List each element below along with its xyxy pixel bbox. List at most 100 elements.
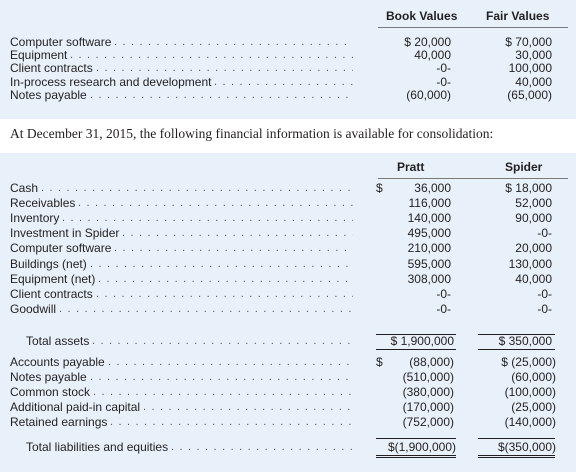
table-row: Total liabilities and equities. . . . . … — [0, 441, 576, 453]
table-row: Equipment. . . . . . . . . . . . . . . .… — [0, 49, 576, 61]
book-value: -0- — [436, 61, 451, 76]
pratt-currency: $ — [376, 355, 383, 369]
spider-value: $ (25,000) — [501, 355, 556, 369]
fair-values-header: Fair Values — [486, 9, 550, 23]
pratt-currency: $ — [376, 181, 383, 195]
book-value: 40,000 — [414, 48, 451, 63]
spider-value: (25,000) — [511, 400, 556, 415]
dot-leader: . . . . . . . . . . . . . . . . . . . . … — [110, 416, 353, 429]
spider-value: -0- — [537, 226, 552, 241]
row-label: Total assets — [26, 334, 90, 348]
fair-value-panel — [0, 0, 576, 119]
pratt-total-assets: $ 1,900,000 — [390, 334, 454, 348]
table-row: Additional paid-in capital. . . . . . . … — [0, 401, 576, 413]
book-value: (60,000) — [406, 87, 451, 102]
row-label: Goodwill — [10, 301, 57, 316]
table-row: Common stock. . . . . . . . . . . . . . … — [0, 386, 576, 398]
row-label: Accounts payable — [10, 355, 105, 369]
pratt-total-underline — [376, 349, 456, 350]
row-label: Total liabilities and equities — [26, 440, 169, 454]
consolidation-panel — [0, 153, 576, 472]
row-label: Notes payable — [10, 87, 87, 102]
book-value: $ 20,000 — [404, 35, 451, 49]
dot-leader: . . . . . . . . . . . . . . . . . . . . … — [96, 62, 353, 75]
fair-value: 30,000 — [515, 48, 552, 63]
dot-leader: . . . . . . . . . . . . . . . . . . . . … — [98, 272, 353, 285]
row-label: Investment in Spider — [10, 226, 120, 241]
spider-value: -0- — [537, 286, 552, 301]
dot-leader: . . . . . . . . . . . . . . . . . . . . … — [114, 242, 353, 255]
pratt-value: (752,000) — [402, 415, 454, 430]
spider-value: 130,000 — [508, 256, 552, 271]
spider-value: (140,000) — [504, 415, 556, 430]
pratt-total-liabilities: $(1,900,000) — [387, 440, 456, 454]
spider-value: (60,000) — [511, 370, 556, 385]
book-value: -0- — [436, 74, 451, 89]
header-rule — [378, 27, 568, 28]
row-label: Equipment (net) — [10, 271, 96, 286]
table-row: Total assets. . . . . . . . . . . . . . … — [0, 335, 576, 347]
book-values-header: Book Values — [386, 9, 458, 23]
spider-value: 20,000 — [515, 241, 552, 256]
fair-value: 100,000 — [508, 61, 552, 76]
pratt-header: Pratt — [397, 160, 425, 174]
spider-value: 52,000 — [515, 196, 552, 211]
row-label: Notes payable — [10, 370, 87, 385]
row-label: Equipment — [10, 48, 68, 63]
table-row: Receivables. . . . . . . . . . . . . . .… — [0, 197, 576, 209]
pratt-value: -0- — [436, 301, 451, 316]
pratt-value: (88,000) — [409, 355, 454, 369]
pratt-value: 140,000 — [407, 211, 451, 226]
spider-total-assets: $ 350,000 — [498, 334, 552, 348]
pratt-value: 210,000 — [407, 241, 451, 256]
spider-value: (100,000) — [504, 385, 556, 400]
spider-total-liabilities: $(350,000) — [497, 440, 556, 454]
pratt-value: (510,000) — [402, 370, 454, 385]
dot-leader: . . . . . . . . . . . . . . . . . . . . … — [90, 88, 353, 101]
row-label: Additional paid-in capital — [10, 400, 141, 415]
dot-leader: . . . . . . . . . . . . . . . . . . . . … — [92, 335, 353, 347]
pratt-value: 116,000 — [408, 196, 452, 211]
row-label: In-process research and development — [10, 74, 212, 89]
spider-subtotal-rule — [478, 334, 555, 335]
table-row: Computer software. . . . . . . . . . . .… — [0, 242, 576, 254]
pratt-value: (170,000) — [402, 400, 454, 415]
dot-leader: . . . . . . . . . . . . . . . . . . . . … — [41, 182, 353, 194]
spider-total-double-underline — [478, 455, 555, 456]
fair-value: (65,000) — [507, 87, 552, 102]
dot-leader: . . . . . . . . . . . . . . . . . . . . … — [214, 75, 353, 88]
spider-total-underline — [478, 349, 555, 350]
spider-value: $ 18,000 — [505, 181, 552, 195]
table-row: Computer software. . . . . . . . . . . .… — [0, 36, 576, 48]
row-label: Inventory — [10, 211, 60, 226]
row-label: Cash — [10, 181, 39, 195]
caption: At December 31, 2015, the following fina… — [10, 126, 494, 141]
fair-value: $ 70,000 — [505, 35, 552, 49]
dot-leader: . . . . . . . . . . . . . . . . . . . . … — [59, 302, 353, 315]
pratt-value: 595,000 — [407, 256, 451, 271]
table-row: Client contracts. . . . . . . . . . . . … — [0, 62, 576, 74]
spider-value: 40,000 — [515, 271, 552, 286]
row-label: Client contracts — [10, 61, 93, 76]
pratt-subtotal-rule — [376, 334, 456, 335]
pratt-value: 495,000 — [407, 226, 451, 241]
spider-subtotal-rule — [478, 438, 555, 439]
row-label: Buildings (net) — [10, 256, 87, 271]
table-row: Client contracts. . . . . . . . . . . . … — [0, 288, 576, 300]
row-label: Computer software — [10, 241, 112, 256]
dot-leader: . . . . . . . . . . . . . . . . . . . . … — [171, 441, 353, 453]
dot-leader: . . . . . . . . . . . . . . . . . . . . … — [90, 257, 353, 270]
dot-leader: . . . . . . . . . . . . . . . . . . . . … — [143, 401, 353, 414]
table-row: Notes payable. . . . . . . . . . . . . .… — [0, 89, 576, 101]
spider-total-double-underline — [478, 457, 555, 458]
row-label: Retained earnings — [10, 415, 108, 430]
row-label: Common stock — [10, 385, 91, 400]
table-row: Inventory. . . . . . . . . . . . . . . .… — [0, 212, 576, 224]
table-row: Retained earnings. . . . . . . . . . . .… — [0, 416, 576, 428]
pratt-subtotal-rule — [376, 438, 456, 439]
pratt-value: -0- — [436, 286, 451, 301]
dot-leader: . . . . . . . . . . . . . . . . . . . . … — [93, 386, 353, 399]
pratt-total-double-underline — [376, 457, 456, 458]
table-row: Accounts payable. . . . . . . . . . . . … — [0, 356, 576, 368]
